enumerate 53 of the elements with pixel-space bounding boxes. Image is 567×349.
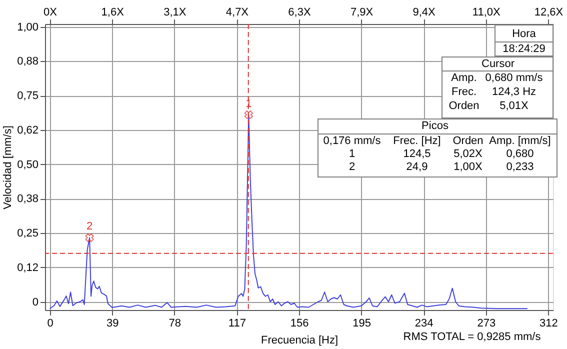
- x2-tick-label: 4,7X: [226, 6, 250, 18]
- y-tick-label: 0,25: [17, 228, 38, 240]
- annotation: Amp.: [451, 72, 477, 84]
- annotation: Orden: [452, 135, 484, 147]
- annotation: Frec. [Hz]: [393, 135, 441, 147]
- y-tick-label: 0,50: [17, 158, 38, 171]
- y-tick-label: 0,12: [17, 262, 38, 274]
- x-tick-label: 0: [47, 318, 54, 330]
- x2-tick-label: 1,6X: [101, 6, 125, 18]
- y-axis-title: Velocidad [mm/s]: [2, 126, 14, 210]
- x2-tick-label: 7,9X: [350, 6, 374, 18]
- x2-tick-label: 0X: [44, 6, 58, 18]
- annotation: 124,3 Hz: [492, 86, 536, 98]
- x-tick-label: 156: [290, 318, 309, 330]
- annotation: 124,5: [403, 148, 431, 160]
- x2-tick-label: 11,0X: [472, 6, 502, 18]
- annotation: Frec.: [451, 86, 477, 98]
- annotation: 18:24:29: [502, 43, 546, 55]
- annotation: 0,680: [506, 148, 534, 160]
- annotation: 0,176 mm/s: [323, 135, 382, 147]
- annotation: 1: [348, 148, 356, 160]
- x-axis-title: Frecuencia [Hz]: [260, 334, 338, 346]
- x2-tick-label: 12,6X: [534, 6, 564, 18]
- y-tick-label: 0,88: [17, 56, 38, 68]
- y-tick-label: 0,62: [17, 124, 38, 136]
- annotation: 24,9: [406, 161, 428, 173]
- x-tick-label: 234: [414, 318, 434, 330]
- y-tick-label: 0: [32, 296, 38, 308]
- annotation: 2: [348, 161, 356, 173]
- annotation: 5,02X: [454, 148, 484, 160]
- text: RMS TOTAL = 0,9285 mm/s: [403, 331, 542, 343]
- y-tick-label: 0,75: [17, 90, 38, 102]
- annotation: Picos: [422, 120, 449, 132]
- annotation: 0,680 mm/s: [485, 72, 544, 84]
- x-tick-label: 195: [352, 318, 371, 330]
- annotation: Hora: [512, 28, 537, 40]
- x-tick-label: 78: [168, 318, 182, 330]
- y-tick-label: 1,00: [17, 21, 38, 34]
- x-tick-label: 39: [106, 318, 119, 330]
- annotation: Amp. [mm/s]: [489, 135, 551, 147]
- annotation: 2: [86, 220, 93, 233]
- annotation: Orden: [448, 100, 480, 112]
- x-tick-label: 117: [228, 318, 246, 330]
- y-tick-label: 0,38: [17, 193, 38, 206]
- x2-tick-label: 9,4X: [412, 6, 436, 18]
- annotation: 5,01X: [500, 100, 530, 112]
- annotation: Cursor: [481, 58, 515, 70]
- annotation: 1,00X: [454, 161, 484, 173]
- x-tick-label: 312: [540, 318, 558, 330]
- x2-tick-label: 3,1X: [164, 6, 187, 18]
- x2-tick-label: 6,3X: [288, 6, 312, 18]
- annotation: 0,233: [506, 161, 534, 173]
- x-tick-label: 273: [477, 318, 496, 330]
